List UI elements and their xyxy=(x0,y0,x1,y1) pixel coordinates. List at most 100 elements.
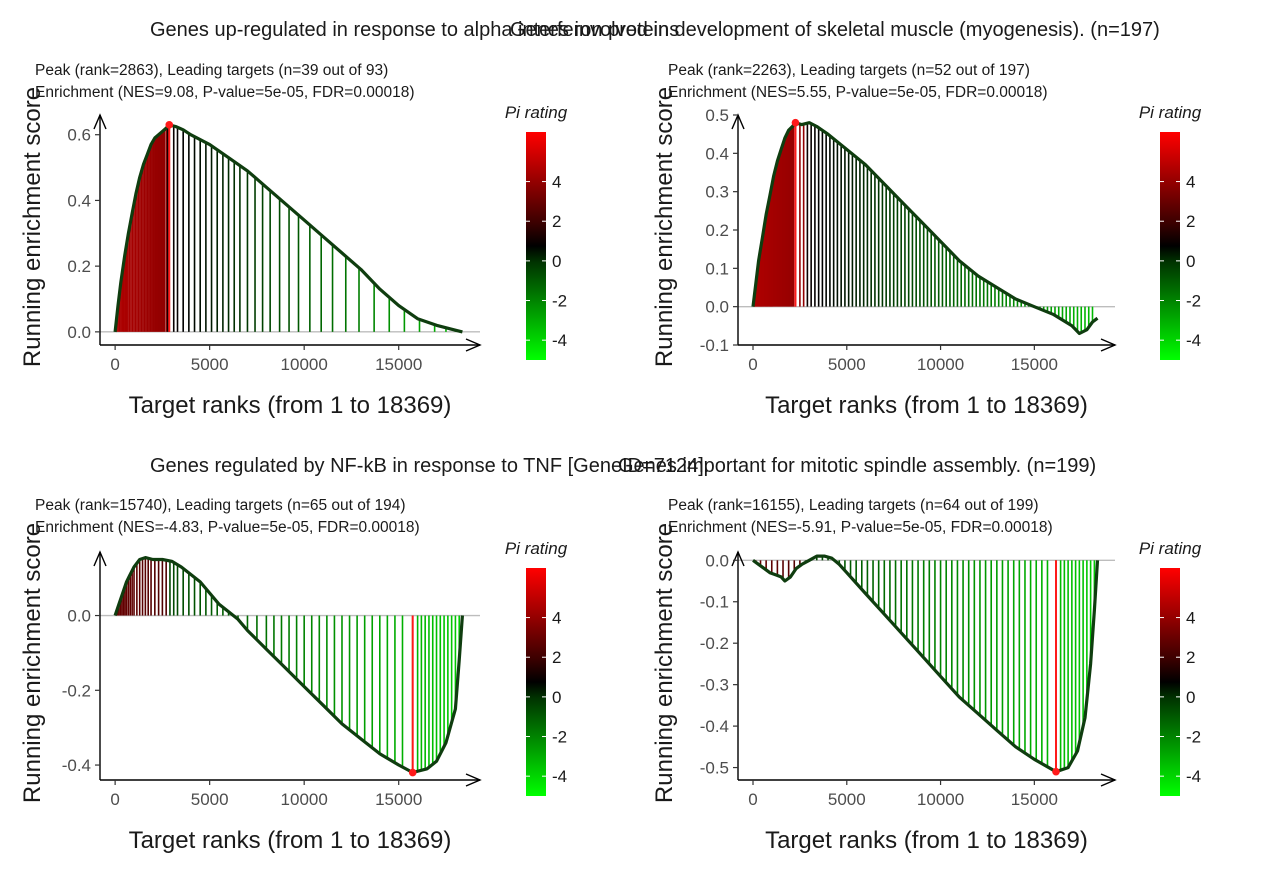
x-tick-label: 15000 xyxy=(1011,790,1058,809)
panel-title: Genes important for mitotic spindle asse… xyxy=(618,455,1096,477)
y-tick-label: 0.6 xyxy=(67,126,91,145)
x-tick-label: 15000 xyxy=(1011,355,1058,374)
panel-title: Genes regulated by NF-kB in response to … xyxy=(150,455,709,477)
y-axis-label: Running enrichment score xyxy=(19,87,46,367)
subtitle-enrichment: Enrichment (NES=9.08, P-value=5e-05, FDR… xyxy=(35,84,415,101)
x-tick-label: 5000 xyxy=(191,355,229,374)
legend-tick-label: 0 xyxy=(552,252,561,271)
x-tick-label: 0 xyxy=(110,355,119,374)
legend-colorbar xyxy=(526,132,546,360)
y-tick-label: 0.1 xyxy=(705,259,729,278)
x-tick-label: 5000 xyxy=(828,790,866,809)
legend-tick-label: -2 xyxy=(1186,728,1201,747)
y-tick-label: 0.0 xyxy=(705,298,729,317)
legend-tick-label: 2 xyxy=(1186,212,1195,231)
legend-colorbar xyxy=(1160,132,1180,360)
running-score-curve xyxy=(751,121,1099,336)
legend-title: Pi rating xyxy=(505,103,568,122)
panel-title: Genes up-regulated in response to alpha … xyxy=(150,19,679,41)
y-tick-label: -0.2 xyxy=(62,681,91,700)
y-tick-label: -0.1 xyxy=(700,593,729,612)
x-axis-label: Target ranks (from 1 to 18369) xyxy=(129,827,452,854)
x-axis-label: Target ranks (from 1 to 18369) xyxy=(765,827,1088,854)
x-axis-label: Target ranks (from 1 to 18369) xyxy=(765,392,1088,419)
x-tick-label: 10000 xyxy=(281,355,328,374)
subtitle-peak: Peak (rank=2263), Leading targets (n=52 … xyxy=(668,62,1030,79)
y-tick-label: -0.2 xyxy=(700,634,729,653)
legend-tick-label: -2 xyxy=(1186,292,1201,311)
y-tick-label: -0.5 xyxy=(700,759,729,778)
legend-title: Pi rating xyxy=(505,539,568,558)
legend-colorbar xyxy=(526,568,546,796)
y-tick-label: -0.4 xyxy=(62,756,91,775)
peak-point xyxy=(408,768,417,777)
x-tick-label: 0 xyxy=(748,355,757,374)
panel-3: 0 5000 10000 15000 -0.4 -0.2 0.0 Target ranks (… xyxy=(19,497,568,854)
running-score-curve xyxy=(113,123,463,334)
subtitle-enrichment: Enrichment (NES=-5.91, P-value=5e-05, FD… xyxy=(668,519,1053,536)
panel-1: 0 5000 10000 15000 0.0 0.2 0.4 0.6 Target ranks … xyxy=(19,62,568,419)
x-axis-label: Target ranks (from 1 to 18369) xyxy=(129,392,452,419)
x-axis-arrow xyxy=(1100,773,1117,787)
y-tick-label: 0.2 xyxy=(705,221,729,240)
y-axis-label: Running enrichment score xyxy=(651,87,678,367)
legend-tick-label: -4 xyxy=(1186,331,1201,350)
panel-title: Genes involved in development of skeleta… xyxy=(510,19,1160,41)
y-tick-label: 0.2 xyxy=(67,257,91,276)
legend-tick-label: 2 xyxy=(1186,648,1195,667)
legend-title: Pi rating xyxy=(1139,539,1202,558)
running-score-curve xyxy=(113,556,464,775)
y-tick-label: 0.0 xyxy=(705,551,729,570)
legend-tick-label: 4 xyxy=(1186,173,1195,192)
x-axis-arrow xyxy=(1100,338,1117,352)
x-axis-arrow xyxy=(465,338,482,352)
legend-tick-label: -2 xyxy=(552,728,567,747)
y-tick-label: 0.0 xyxy=(67,607,91,626)
legend-tick-label: 2 xyxy=(552,648,561,667)
y-axis-arrow xyxy=(93,113,107,130)
legend-tick-label: -4 xyxy=(552,767,567,786)
subtitle-peak: Peak (rank=16155), Leading targets (n=64… xyxy=(668,497,1039,514)
legend-colorbar xyxy=(1160,568,1180,796)
peak-point xyxy=(165,121,174,129)
x-axis-arrow xyxy=(465,773,482,787)
legend-tick-label: -4 xyxy=(552,331,567,350)
legend-tick-label: -2 xyxy=(552,292,567,311)
x-tick-label: 15000 xyxy=(375,790,422,809)
legend-tick-label: 0 xyxy=(552,688,561,707)
x-tick-label: 0 xyxy=(110,790,119,809)
peak-point xyxy=(791,118,800,127)
legend-tick-label: 0 xyxy=(1186,688,1195,707)
subtitle-peak: Peak (rank=2863), Leading targets (n=39 … xyxy=(35,62,388,79)
legend-title: Pi rating xyxy=(1139,103,1202,122)
x-tick-label: 5000 xyxy=(828,355,866,374)
y-axis-arrow xyxy=(731,550,745,567)
x-tick-label: 5000 xyxy=(191,790,229,809)
subtitle-peak: Peak (rank=15740), Leading targets (n=65… xyxy=(35,497,406,514)
subtitle-enrichment: Enrichment (NES=-4.83, P-value=5e-05, FD… xyxy=(35,519,420,536)
y-axis-label: Running enrichment score xyxy=(651,523,678,803)
y-tick-label: 0.4 xyxy=(67,191,91,210)
legend-tick-label: 4 xyxy=(1186,609,1195,628)
y-tick-label: 0.5 xyxy=(705,106,729,125)
x-tick-label: 15000 xyxy=(375,355,422,374)
peak-point xyxy=(1052,767,1060,776)
x-tick-label: 0 xyxy=(748,790,757,809)
legend-tick-label: 4 xyxy=(552,173,561,192)
legend-tick-label: -4 xyxy=(1186,767,1201,786)
y-tick-label: 0.0 xyxy=(67,323,91,342)
y-tick-label: 0.3 xyxy=(705,183,729,202)
y-axis-arrow xyxy=(93,550,107,567)
running-score-curve xyxy=(752,554,1100,774)
x-tick-label: 10000 xyxy=(281,790,328,809)
legend-tick-label: 4 xyxy=(552,609,561,628)
legend-tick-label: 2 xyxy=(552,212,561,231)
y-tick-label: -0.1 xyxy=(700,336,729,355)
x-tick-label: 10000 xyxy=(917,790,964,809)
subtitle-enrichment: Enrichment (NES=5.55, P-value=5e-05, FDR… xyxy=(668,84,1048,101)
panel-4: 0 5000 10000 15000 -0.5 -0.4 -0.3 -0.2 -0.1 0.0 Ta… xyxy=(651,497,1202,854)
y-tick-label: -0.4 xyxy=(700,717,729,736)
legend-tick-label: 0 xyxy=(1186,252,1195,271)
